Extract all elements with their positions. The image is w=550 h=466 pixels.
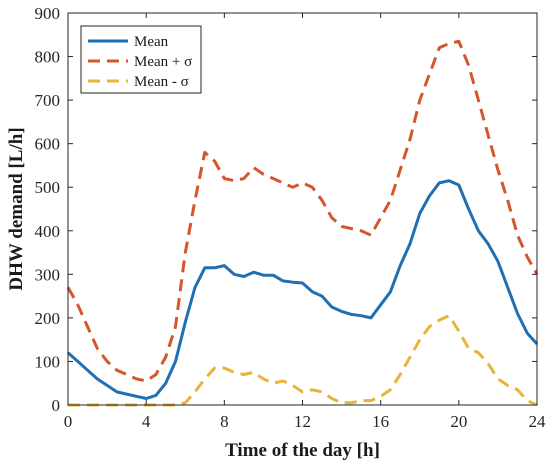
x-tick-label: 12 [294,412,311,431]
y-tick-label: 200 [35,309,61,328]
y-axis-label: DHW demand [L/h] [6,127,27,290]
series-line-mean [67,179,539,400]
legend: Mean Mean + σ Mean - σ [80,25,202,94]
legend-box [80,25,202,94]
legend-label-mean: Mean [134,34,169,50]
y-tick-label: 0 [52,396,61,415]
y-tick-label: 500 [35,178,61,197]
x-tick-label: 0 [64,412,73,431]
y-tick-label: 300 [35,265,61,284]
x-tick-label: 4 [142,412,151,431]
y-tick-label: 400 [35,222,61,241]
y-tick-label: 900 [35,4,61,23]
legend-label-mean-plus-sigma: Mean + σ [134,54,192,70]
x-tick-label: 16 [372,412,389,431]
x-tick-label: 24 [529,412,547,431]
y-tick-label: 700 [35,91,61,110]
x-tick-label: 8 [220,412,229,431]
y-tick-label: 600 [35,135,61,154]
x-tick-label: 20 [450,412,467,431]
y-tick-label: 800 [35,48,61,67]
x-axis-label: Time of the day [h] [225,440,380,461]
legend-label-mean-minus-sigma: Mean - σ [134,74,189,90]
ticks-layer: 0 4 8 12 16 20 24 0 100 200 300 400 500 600 700 800 900 [35,4,547,431]
series-line-mean-plus [66,39,539,383]
y-tick-label: 100 [35,352,61,371]
